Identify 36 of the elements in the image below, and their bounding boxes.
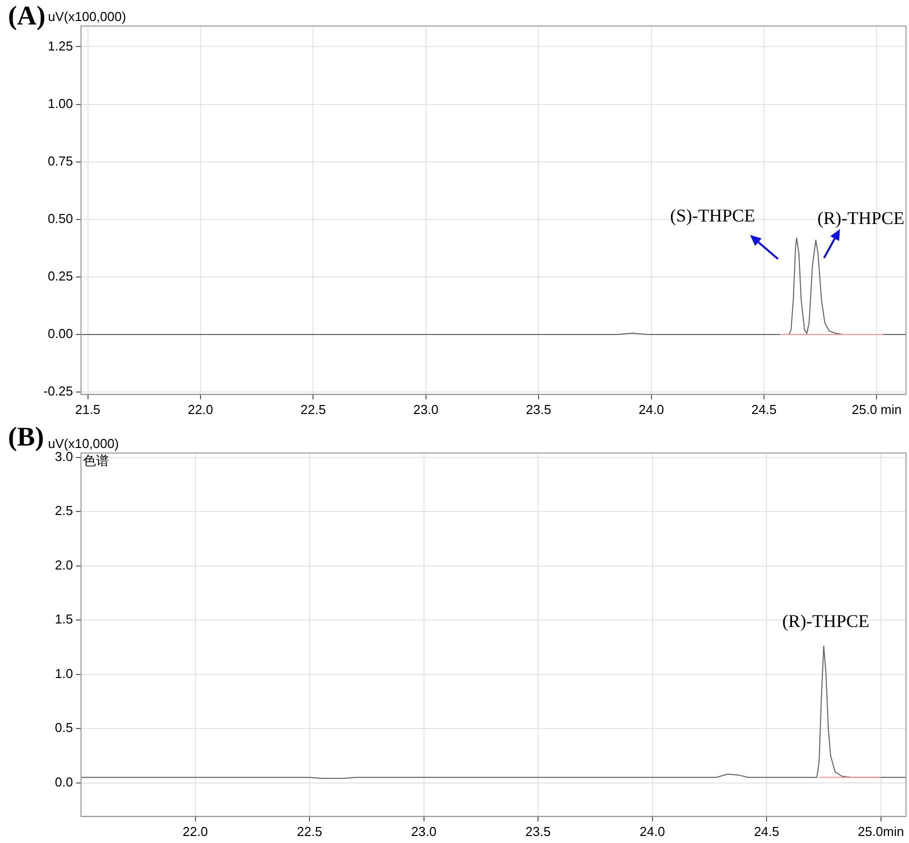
text: (A) xyxy=(8,0,46,30)
y-tick-label: 1.25 xyxy=(48,38,73,54)
y-tick-label: -0.25 xyxy=(43,384,73,399)
x-tick-label: 25.0 min xyxy=(852,402,902,417)
y-axis-title: uV(x10,000) xyxy=(48,436,119,452)
y-tick-label: 2.5 xyxy=(54,503,73,518)
y-tick-label: 0.00 xyxy=(48,326,73,342)
annotation: (R)-THPCE xyxy=(817,208,904,228)
annotation: (R)-THPCE xyxy=(782,610,870,631)
y-tick-label: 0.0 xyxy=(54,774,73,790)
y-tick-label: 2.0 xyxy=(54,557,73,572)
annotation: 色谱 xyxy=(83,454,109,469)
x-tick-label: 24.0 xyxy=(638,402,664,417)
x-tick-label: 22.5 xyxy=(300,402,326,417)
y-tick-label: 0.75 xyxy=(48,153,73,168)
y-tick-label: 0.50 xyxy=(48,210,73,226)
y-tick-label: 1.00 xyxy=(48,96,73,111)
y-tick-label: 0.25 xyxy=(48,268,73,284)
x-tick-label: 22.0 xyxy=(182,824,208,839)
y-tick-label: 1.5 xyxy=(54,612,73,627)
x-tick-label: 24.5 xyxy=(751,402,777,417)
x-tick-label: 22.0 xyxy=(188,402,214,417)
x-tick-label: 21.5 xyxy=(75,402,100,417)
annotation: (S)-THPCE xyxy=(670,206,756,226)
x-tick-label: 24.0 xyxy=(640,824,665,839)
y-axis-title: uV(x100,000) xyxy=(48,9,126,24)
y-tick-label: 0.5 xyxy=(54,720,73,736)
text: (B) xyxy=(8,421,44,452)
x-tick-label: 22.5 xyxy=(296,824,322,839)
x-tick-label: 23.0 xyxy=(411,824,436,839)
x-tick-label: 23.5 xyxy=(525,824,551,839)
x-tick-label: 25.0min xyxy=(858,824,904,839)
x-tick-label: 23.5 xyxy=(526,402,552,417)
x-tick-label: 23.0 xyxy=(413,402,439,417)
y-tick-label: 1.0 xyxy=(54,666,73,681)
x-tick-label: 24.5 xyxy=(754,824,780,839)
